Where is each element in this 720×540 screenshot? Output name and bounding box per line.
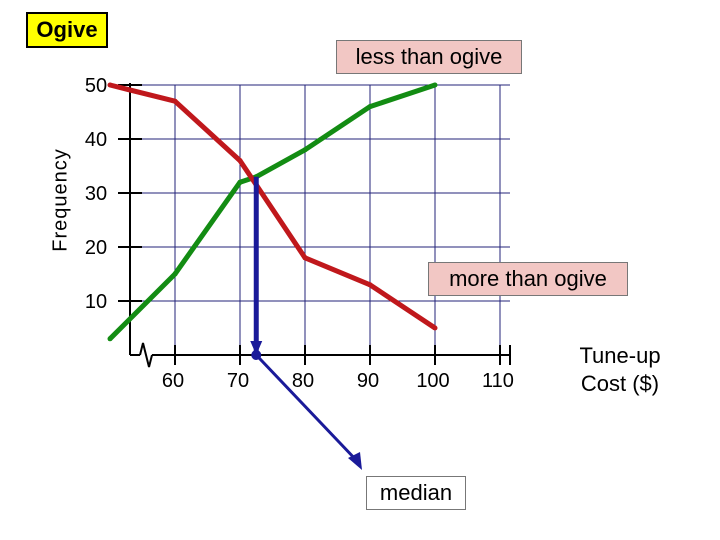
y-tick-label: 40 bbox=[85, 129, 107, 151]
chart-title: Ogive bbox=[26, 12, 108, 48]
y-tick-label: 30 bbox=[85, 183, 107, 205]
more-than-ogive-point bbox=[172, 98, 178, 104]
more-than-ogive-point bbox=[302, 255, 308, 261]
median-pointer-arrowhead bbox=[348, 452, 362, 470]
x-tick-label: 110 bbox=[482, 370, 514, 392]
less-than-ogive-point bbox=[172, 271, 178, 277]
less-than-ogive-point bbox=[367, 104, 373, 110]
more-than-ogive-line bbox=[109, 82, 437, 331]
x-axis-label-line-2: Cost ($) bbox=[580, 371, 660, 396]
x-tick-label: 60 bbox=[162, 370, 184, 392]
more-than-ogive-point bbox=[237, 158, 243, 164]
more-than-ogive-label: more than ogive bbox=[428, 262, 628, 296]
x-tick-label: 100 bbox=[416, 370, 449, 392]
median-label: median bbox=[366, 476, 466, 510]
less-than-ogive-point bbox=[107, 336, 113, 342]
median-pointer-line bbox=[255, 353, 360, 464]
less-than-ogive-point bbox=[302, 147, 308, 153]
x-axis-break-icon bbox=[139, 342, 153, 368]
more-than-ogive-point bbox=[432, 325, 438, 331]
x-tick-label: 70 bbox=[227, 370, 249, 392]
less-than-ogive-point bbox=[432, 82, 438, 88]
x-axis-label-line-1: Tune-up bbox=[579, 343, 661, 368]
x-tick-label: 80 bbox=[292, 370, 314, 392]
x-axis-label: Tune-up Cost ($) bbox=[560, 342, 680, 398]
y-tick-label: 20 bbox=[85, 237, 107, 259]
less-than-ogive-label: less than ogive bbox=[336, 40, 522, 74]
less-than-ogive-point bbox=[237, 179, 243, 185]
x-tick-label: 90 bbox=[357, 370, 379, 392]
more-than-ogive-point bbox=[107, 82, 113, 88]
y-tick-label: 50 bbox=[85, 75, 107, 97]
y-axis-label: Frequency bbox=[49, 148, 72, 252]
y-tick-label: 10 bbox=[85, 291, 107, 313]
more-than-ogive-point bbox=[367, 282, 373, 288]
median-drop-arrowhead bbox=[250, 341, 263, 355]
